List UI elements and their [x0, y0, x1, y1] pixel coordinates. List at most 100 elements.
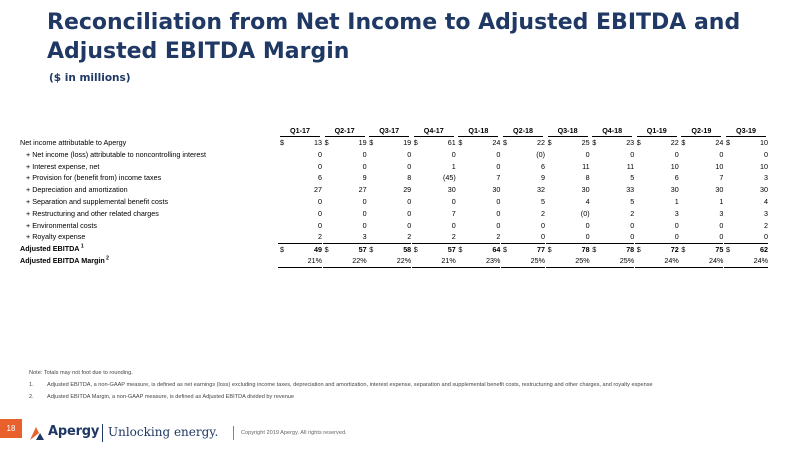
table-cell: 0 — [367, 208, 411, 220]
cell-value: 0 — [362, 196, 367, 206]
table-cell: 4 — [724, 196, 768, 208]
cell-value: 0 — [585, 232, 590, 242]
cell-value: 29 — [403, 185, 412, 195]
table-cell: 30 — [456, 184, 500, 196]
table-cell: 0 — [456, 149, 500, 161]
cell-value: 0 — [630, 149, 635, 159]
currency-symbol: $ — [592, 245, 597, 255]
cell-value: 30 — [581, 185, 590, 195]
footnote-item: 1. Adjusted EBITDA, a non-GAAP measure, i… — [29, 381, 769, 389]
cell-value: 0 — [719, 232, 724, 242]
currency-symbol: $ — [547, 245, 552, 255]
table-cell: 0 — [323, 196, 367, 208]
currency-symbol: $ — [726, 245, 730, 255]
currency-symbol: $ — [547, 138, 552, 147]
cell-value: 0 — [496, 196, 501, 206]
table-cell: 11 — [590, 161, 634, 173]
cell-value: 0 — [318, 196, 322, 206]
table-cell: 0 — [367, 196, 411, 208]
table-cell: 30 — [412, 184, 456, 196]
table-cell: 6 — [278, 172, 322, 184]
table-cell: 6 — [635, 172, 679, 184]
table-cell: 0 — [323, 149, 367, 161]
row-label: + Provision for (benefit from) income ta… — [26, 173, 162, 183]
table-cell: 2 — [501, 208, 545, 220]
column-header: Q3-17 — [369, 125, 410, 137]
currency-symbol: $ — [280, 245, 284, 255]
table-cell: 7 — [412, 208, 456, 220]
cell-value: 0 — [407, 161, 412, 171]
cell-value: 1 — [451, 161, 456, 171]
cell-value: 24 — [715, 138, 724, 147]
table-cell: 0 — [278, 220, 322, 232]
cell-value: 3 — [362, 232, 367, 242]
table-cell: 21% — [411, 255, 456, 268]
table-cell: $22 — [635, 137, 679, 149]
table-cell: 2 — [278, 231, 322, 243]
currency-symbol: $ — [681, 245, 686, 255]
cell-value: 22% — [396, 255, 412, 265]
table-row: + Royalty expense 2 3 2 2 2 0 0 0 0 0 0 — [20, 231, 780, 243]
cell-value: 78 — [626, 245, 635, 255]
cell-value: 75 — [715, 245, 724, 255]
cell-value: 0 — [407, 196, 412, 206]
cell-value: 0 — [362, 208, 367, 218]
cell-value: 9 — [541, 173, 545, 183]
table-cell: 27 — [278, 184, 322, 196]
cell-value: 6 — [541, 161, 545, 171]
cell-value: 10 — [715, 161, 724, 171]
cell-value: 58 — [403, 245, 412, 255]
footnotes: Note: Totals may not foot due to roundin… — [29, 369, 769, 401]
cell-value: 8 — [585, 173, 590, 183]
table-cell: 9 — [501, 172, 545, 184]
table-cell: 0 — [412, 149, 456, 161]
page-subtitle: ($ in millions) — [49, 72, 131, 84]
cell-value: 21% — [441, 255, 456, 265]
table-cell: 10 — [679, 161, 723, 173]
table-cell: (0) — [546, 208, 590, 220]
column-header: Q1-18 — [458, 125, 499, 137]
table-body: Net income attributable to Apergy $13 $19 $… — [20, 137, 780, 268]
table-cell: $19 — [367, 137, 411, 149]
currency-symbol: $ — [503, 138, 507, 147]
cell-value: 25 — [581, 138, 590, 147]
table-cell: 0 — [501, 220, 545, 232]
currency-symbol: $ — [458, 138, 463, 147]
cell-value: 77 — [537, 245, 545, 255]
cell-value: 22% — [352, 255, 367, 265]
cell-value: 0 — [719, 149, 724, 159]
cell-value: 0 — [719, 220, 724, 230]
cell-value: 62 — [760, 245, 768, 255]
table-cell: 3 — [724, 172, 768, 184]
footnote-text: Adjusted EBITDA, a non-GAAP measure, is … — [47, 382, 653, 388]
column-header: Q4-18 — [592, 125, 633, 137]
row-label: Adjusted EBITDA 1 — [20, 243, 84, 254]
row-label: + Depreciation and amortization — [26, 185, 128, 195]
cell-value: 10 — [760, 138, 768, 147]
cell-value: 25% — [575, 255, 590, 265]
table-cell: $57 — [411, 243, 456, 256]
cell-value: 5 — [541, 196, 545, 206]
footer-divider — [233, 426, 234, 440]
table-cell: $78 — [590, 243, 635, 256]
cell-value: 30 — [447, 185, 456, 195]
table-row: + Restructuring and other related charge… — [20, 208, 780, 220]
cell-value: 0 — [496, 208, 501, 218]
brand-logo-text: Apergy — [48, 424, 100, 439]
page-title: Reconciliation from Net Income to Adjust… — [47, 10, 741, 64]
table-cell: (0) — [501, 149, 545, 161]
footnote-marker: 1 — [79, 243, 84, 250]
cell-value: 13 — [314, 138, 322, 147]
cell-value: 0 — [541, 220, 545, 230]
table-cell: $24 — [679, 137, 723, 149]
footnote-marker: 2 — [104, 255, 109, 262]
table-cell: 6 — [501, 161, 545, 173]
cell-value: 24% — [709, 255, 724, 265]
footnote-number: 2. — [29, 394, 34, 400]
cell-value: 0 — [541, 232, 545, 242]
logo-divider — [102, 424, 103, 442]
cell-value: 7 — [719, 173, 724, 183]
cell-value: 30 — [670, 185, 679, 195]
cell-value: 11 — [582, 161, 590, 171]
cell-value: 0 — [496, 149, 501, 159]
